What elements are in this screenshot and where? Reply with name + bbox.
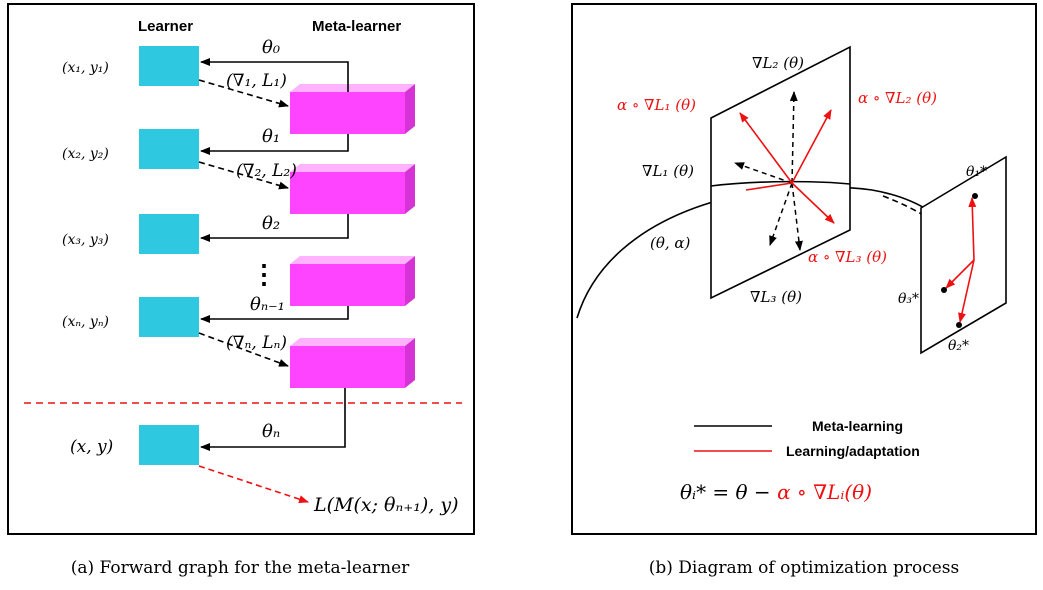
- grad1-label: (∇₁, L₁): [226, 71, 287, 91]
- panel-b-frame: [571, 3, 1037, 535]
- meta-box-2: [290, 164, 415, 214]
- update-equation: θᵢ* = θ − α ∘ ∇Lᵢ(θ): [680, 480, 872, 504]
- theta1-arrow: [200, 134, 349, 155]
- theta0-arrow: [200, 58, 349, 92]
- legend-adapt-label: Learning/adaptation: [786, 443, 920, 459]
- panel-b: ∇L₂ (θ) ∇L₁ (θ) ∇L₃ (θ) α ∘ ∇L₁ (θ) α ∘ …: [571, 3, 1037, 578]
- loss-label: L(M(x; θₙ₊₁), y): [313, 494, 458, 516]
- grad-l2-label: ∇L₂ (θ): [752, 54, 804, 72]
- alpha-grad-l3-label: α ∘ ∇L₃ (θ): [808, 248, 887, 266]
- learner-box-n: [139, 297, 199, 337]
- grad-l3-label: ∇L₃ (θ): [750, 288, 802, 306]
- thetan-label: θₙ: [262, 421, 280, 442]
- alpha-grad-l1-label: α ∘ ∇L₁ (θ): [617, 96, 696, 114]
- adapt-arrow-3: [945, 259, 975, 289]
- solution-plane: [920, 155, 1007, 355]
- adapt-arrow-2: [958, 259, 975, 323]
- theta3-star-label: θ₃*: [898, 291, 919, 307]
- input-label-1: (x₁, y₁): [62, 60, 109, 76]
- caption-a: (a) Forward graph for the meta-learner: [71, 558, 410, 578]
- meta-box-1: [290, 84, 415, 134]
- ellipsis: ⋮: [251, 260, 277, 290]
- theta2-arrow: [200, 214, 349, 242]
- learner-box-2: [139, 129, 199, 169]
- grad-l3b-arrow: [791, 182, 803, 251]
- theta1-star-point: [972, 193, 978, 199]
- gradn-label: (∇ₙ, Lₙ): [226, 333, 287, 353]
- learner-box-1: [139, 46, 199, 86]
- alpha-grad-stub: [745, 182, 793, 191]
- grad-l1-label: ∇L₁ (θ): [642, 162, 694, 180]
- theta2-star-label: θ₂*: [948, 338, 969, 354]
- meta-box-3: [290, 256, 415, 306]
- learner-box-test: [139, 425, 199, 465]
- theta2-star-point: [956, 322, 962, 328]
- grad2-arrow: [198, 161, 289, 190]
- thetan1-label: θₙ₋₁: [250, 294, 285, 315]
- alpha-grad-l3-arrow: [791, 182, 835, 224]
- gradn-arrow: [198, 332, 289, 367]
- thetan1-arrow: [200, 306, 349, 323]
- panel-a: Learner Meta-learner: [7, 3, 475, 578]
- grad-l1-arrow: [734, 162, 793, 184]
- meta-box-n: [290, 338, 415, 388]
- input-label-2: (x₂, y₂): [62, 146, 109, 162]
- equation-right: α ∘ ∇Lᵢ(θ): [777, 480, 872, 504]
- alpha-grad-l2-arrow: [791, 109, 832, 184]
- alpha-grad-l1-arrow: [739, 112, 793, 184]
- input-label-3: (x₃, y₃): [62, 232, 109, 248]
- grad-l3-arrow: [769, 182, 793, 246]
- theta2-label: θ₂: [262, 213, 280, 234]
- theta-alpha-label: (θ, α): [650, 234, 691, 252]
- thetan-arrow: [200, 388, 346, 451]
- equation-left: θᵢ* = θ −: [680, 480, 777, 504]
- loss-arrow: [198, 465, 309, 503]
- grad-l2-arrow: [789, 91, 798, 184]
- alpha-grad-l2-label: α ∘ ∇L₂ (θ): [858, 89, 937, 107]
- input-label-test: (x, y): [70, 437, 113, 457]
- meta-learner-header: Meta-learner: [312, 18, 401, 35]
- grad1-arrow: [198, 79, 289, 108]
- caption-b: (b) Diagram of optimization process: [649, 558, 960, 578]
- theta0-label: θ₀: [262, 37, 280, 58]
- adapt-arrow-1: [968, 197, 977, 261]
- legend-meta-label: Meta-learning: [812, 418, 903, 434]
- theta1-star-label: θ₁*: [966, 164, 987, 180]
- input-label-n: (xₙ, yₙ): [62, 314, 109, 330]
- learner-header: Learner: [138, 18, 193, 35]
- theta1-label: θ₁: [262, 126, 280, 147]
- panel-a-frame: [7, 3, 475, 535]
- grad2-label: (∇₂, L₂): [236, 161, 297, 181]
- theta3-star-point: [941, 287, 947, 293]
- learner-box-3: [139, 214, 199, 254]
- task-plane: [710, 45, 851, 300]
